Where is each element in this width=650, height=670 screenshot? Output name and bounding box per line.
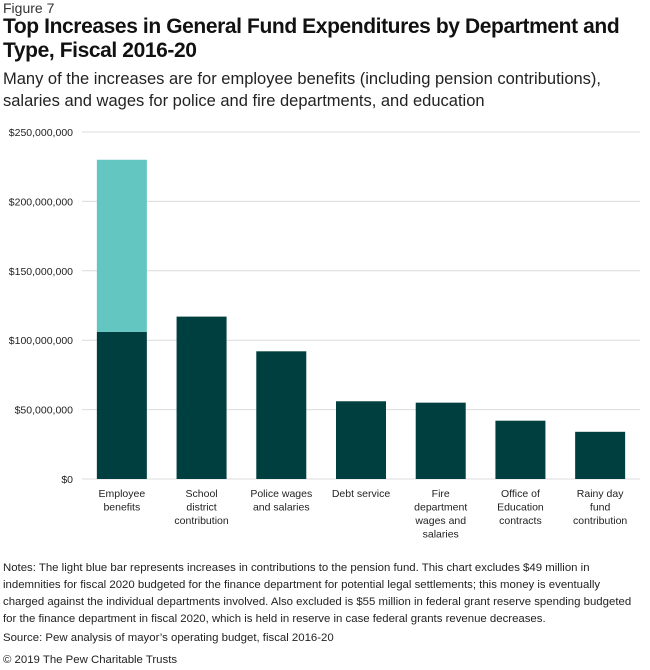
y-tick-label: $100,000,000 — [9, 335, 73, 347]
y-tick-label: $50,000,000 — [15, 405, 74, 417]
x-category-label: Debt service — [332, 488, 391, 500]
bar-segment-base — [176, 316, 227, 479]
bar-segment-base — [96, 331, 147, 479]
x-category-label: Rainy day fund contribution — [573, 488, 627, 527]
bar-segment-base — [495, 420, 546, 479]
chart-subtitle: Many of the increases are for employee b… — [3, 70, 601, 110]
copyright: © 2019 The Pew Charitable Trusts — [3, 654, 178, 666]
bar-segment-base — [415, 402, 466, 479]
y-tick-label: $250,000,000 — [9, 127, 73, 139]
x-category-label: Fire department wages and salaries — [414, 488, 467, 540]
bar-segment-base — [575, 431, 626, 479]
chart-title: Top Increases in General Fund Expenditur… — [3, 15, 620, 62]
figure-label: Figure 7 — [3, 0, 55, 16]
y-tick-label: $200,000,000 — [9, 196, 73, 208]
bar-segment-pension — [96, 159, 147, 332]
bar-segment-base — [336, 401, 386, 479]
chart-notes: Notes: The light blue bar represents inc… — [3, 562, 632, 625]
chart-source: Source: Pew analysis of mayor’s operatin… — [3, 632, 334, 644]
bar-chart: $0 $50,000,000 $100,000,000 $150,000,000 $20… — [9, 127, 640, 540]
x-category-label: Police wages and salaries — [250, 488, 312, 514]
x-category-label: Employee benefits — [99, 488, 146, 514]
x-category-label: Office of Education contracts — [497, 488, 544, 527]
y-tick-label: $0 — [61, 474, 73, 486]
bar-segment-base — [256, 351, 307, 479]
x-category-label: School district contribution — [174, 488, 228, 527]
y-tick-label: $150,000,000 — [9, 266, 73, 278]
